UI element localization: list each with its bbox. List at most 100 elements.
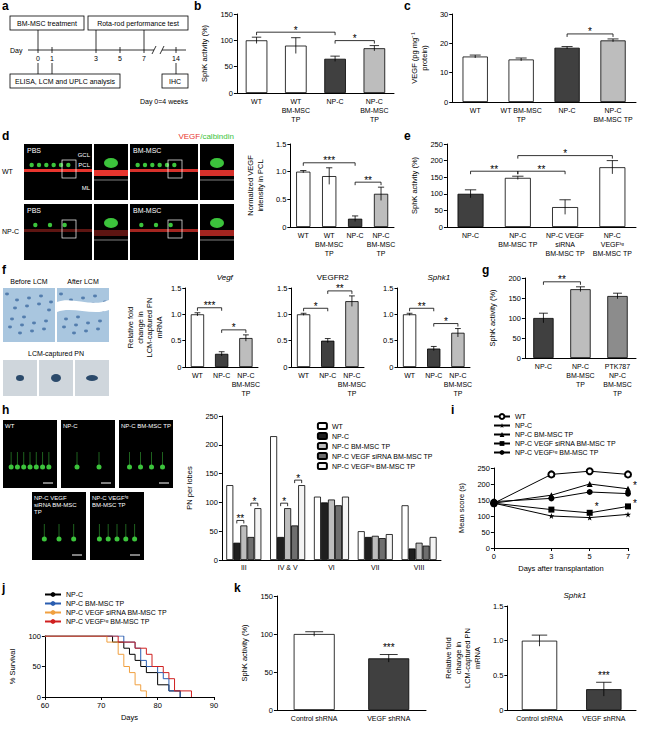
svg-text:0: 0 — [499, 706, 503, 715]
svg-text:200: 200 — [430, 156, 443, 165]
svg-text:0: 0 — [177, 363, 181, 372]
svg-text:BM-MSC: BM-MSC — [367, 241, 395, 248]
svg-text:*: * — [296, 473, 300, 484]
svg-text:Rota-rod performance test: Rota-rod performance test — [97, 20, 179, 28]
svg-text:50: 50 — [513, 334, 521, 343]
svg-text:***: *** — [598, 670, 610, 681]
svg-text:% Survival: % Survival — [8, 648, 17, 684]
svg-text:After LCM: After LCM — [67, 278, 99, 285]
svg-text:80: 80 — [153, 701, 161, 710]
svg-text:VEGF shRNA: VEGF shRNA — [367, 715, 411, 722]
svg-text:BM-MSC: BM-MSC — [133, 207, 161, 214]
svg-text:TP: TP — [613, 390, 622, 397]
svg-text:100: 100 — [477, 512, 490, 521]
svg-text:NP-C: NP-C — [609, 372, 626, 379]
svg-text:3: 3 — [549, 552, 553, 561]
svg-text:**: ** — [336, 283, 344, 294]
svg-text:BM-MSC: BM-MSC — [566, 372, 594, 379]
svg-text:PN per lobes: PN per lobes — [185, 466, 194, 510]
svg-text:1.5: 1.5 — [383, 284, 393, 293]
svg-text:1.0: 1.0 — [493, 636, 503, 645]
svg-text:1.0: 1.0 — [277, 310, 287, 319]
svg-text:WT: WT — [298, 232, 310, 239]
svg-text:ELISA, LCM and UPLC analysis: ELISA, LCM and UPLC analysis — [15, 78, 115, 86]
svg-text:TP: TP — [370, 116, 379, 123]
svg-text:*: * — [353, 33, 357, 44]
svg-text:***: *** — [323, 155, 335, 166]
svg-text:NP-C: NP-C — [347, 232, 364, 239]
svg-text:NP-C: NP-C — [213, 372, 230, 379]
svg-text:Day 0=4 weeks: Day 0=4 weeks — [140, 98, 189, 106]
svg-text:1.0: 1.0 — [276, 167, 286, 176]
svg-text:100: 100 — [28, 632, 41, 641]
svg-text:NP-C VEGF siRNA BM-MSC TP: NP-C VEGF siRNA BM-MSC TP — [66, 609, 167, 616]
svg-text:50: 50 — [225, 62, 233, 71]
svg-text:*: * — [633, 498, 637, 509]
svg-text:BM-MSC: BM-MSC — [282, 107, 310, 114]
svg-text:Days: Days — [121, 713, 138, 722]
svg-text:***: *** — [383, 642, 395, 653]
svg-text:1.5: 1.5 — [171, 284, 181, 293]
svg-text:NP-C VEGFsiRNA BM-MSCTP: NP-C VEGFsiRNA BM-MSCTP — [34, 495, 77, 515]
svg-text:0.5: 0.5 — [383, 336, 393, 345]
svg-text:0: 0 — [269, 706, 273, 715]
svg-text:VEGF shRNA: VEGF shRNA — [582, 715, 626, 722]
svg-text:250: 250 — [430, 140, 443, 149]
svg-text:1.0: 1.0 — [383, 310, 393, 319]
svg-text:1.5: 1.5 — [277, 284, 287, 293]
svg-text:NP-C: NP-C — [509, 232, 526, 239]
svg-text:NP-C: NP-C — [604, 107, 621, 114]
svg-text:0: 0 — [492, 552, 496, 561]
svg-text:BM-MSC: BM-MSC — [232, 381, 260, 388]
svg-text:*: * — [282, 496, 286, 507]
svg-text:NP-C: NP-C — [327, 98, 344, 105]
svg-text:0: 0 — [444, 98, 448, 107]
svg-text:PBS: PBS — [27, 147, 41, 154]
svg-text:WT: WT — [290, 98, 302, 105]
svg-text:60: 60 — [41, 701, 49, 710]
svg-text:PBS: PBS — [27, 207, 41, 214]
svg-text:WT: WT — [2, 168, 14, 175]
svg-text:VEGF (pg mg⁻¹: VEGF (pg mg⁻¹ — [410, 32, 419, 84]
svg-text:TP: TP — [377, 250, 386, 257]
svg-text:150: 150 — [508, 294, 521, 303]
svg-text:WT: WT — [298, 372, 310, 379]
svg-text:NP-C: NP-C — [2, 228, 19, 235]
svg-text:NP-C: NP-C — [449, 372, 466, 379]
svg-text:WT: WT — [251, 98, 263, 105]
svg-text:BM-MSC: BM-MSC — [315, 241, 343, 248]
svg-text:**: ** — [236, 513, 244, 524]
svg-text:NP-C: NP-C — [366, 98, 383, 105]
svg-text:*: * — [633, 480, 637, 491]
svg-text:NP-C BM-MSC TP: NP-C BM-MSC TP — [66, 600, 125, 607]
svg-text:NP-C BM-MSC TP: NP-C BM-MSC TP — [332, 443, 391, 450]
svg-text:0: 0 — [214, 556, 218, 565]
svg-text:200: 200 — [508, 274, 521, 283]
svg-text:Relative fold: Relative fold — [126, 307, 135, 348]
svg-text:0.5: 0.5 — [493, 671, 503, 680]
svg-text:200: 200 — [477, 480, 490, 489]
svg-text:0: 0 — [229, 89, 233, 98]
svg-text:NP-C: NP-C — [319, 372, 336, 379]
svg-text:Sphk1: Sphk1 — [563, 591, 586, 600]
svg-text:150: 150 — [430, 173, 443, 182]
svg-text:Before LCM: Before LCM — [10, 278, 48, 285]
svg-text:Relative fold: Relative fold — [444, 637, 453, 678]
svg-text:intensity in PCL: intensity in PCL — [256, 159, 265, 211]
svg-text:NP-C: NP-C — [343, 372, 360, 379]
svg-text:PCL: PCL — [78, 162, 90, 168]
svg-text:10: 10 — [440, 68, 448, 77]
svg-text:SphK activity (%): SphK activity (%) — [200, 24, 209, 82]
svg-text:NP-C VEGF: NP-C VEGF — [546, 232, 584, 239]
svg-text:protein): protein) — [420, 45, 429, 71]
svg-text:SphK activity (%): SphK activity (%) — [410, 156, 419, 214]
svg-text:100: 100 — [220, 36, 233, 45]
svg-text:NP-C VEGF siRNA BM-MSC TP: NP-C VEGF siRNA BM-MSC TP — [332, 453, 433, 460]
svg-text:150: 150 — [220, 10, 233, 19]
svg-text:Days after transplantation: Days after transplantation — [518, 564, 603, 573]
svg-text:0.5: 0.5 — [276, 195, 286, 204]
svg-text:BM-MSC: BM-MSC — [444, 381, 472, 388]
svg-text:III: III — [241, 564, 247, 571]
svg-text:BM-MSC: BM-MSC — [338, 381, 366, 388]
svg-text:NP-C: NP-C — [462, 232, 479, 239]
